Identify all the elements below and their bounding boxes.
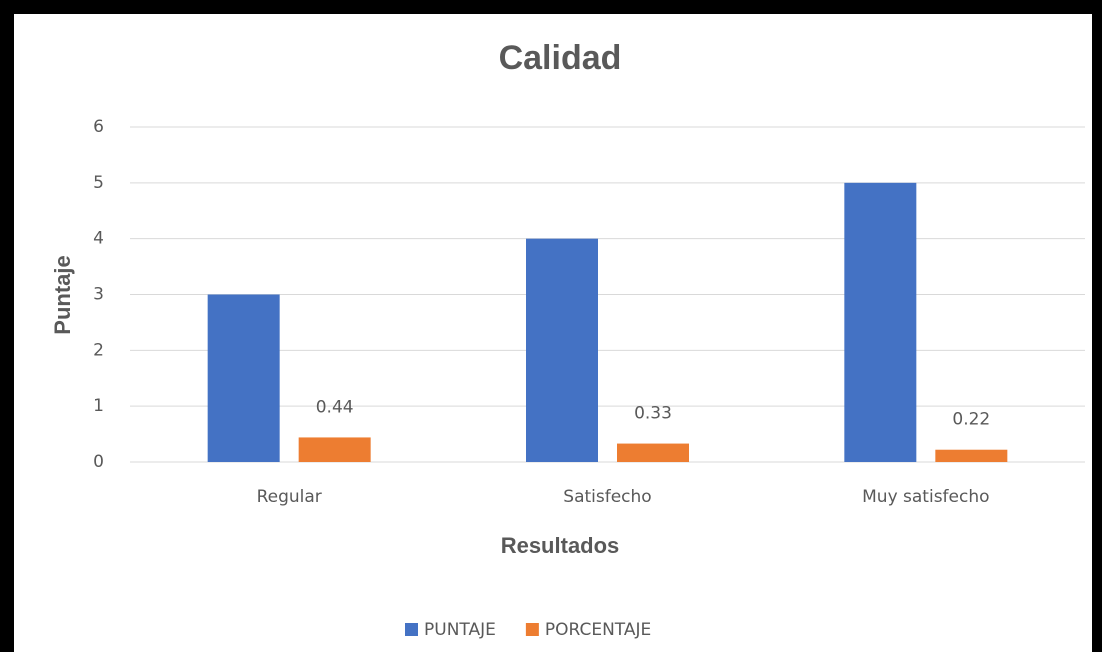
- bar: [617, 443, 689, 462]
- data-label: 0.22: [952, 410, 990, 430]
- y-tick-label: 5: [93, 173, 104, 193]
- y-tick-label: 0: [93, 452, 104, 472]
- x-tick-label: Satisfecho: [563, 487, 651, 507]
- legend-swatch: [525, 623, 539, 636]
- bar: [298, 437, 371, 462]
- x-tick-label: Regular: [257, 487, 322, 507]
- x-axis-title: Resultados: [501, 533, 620, 558]
- bar: [207, 294, 280, 462]
- y-tick-label: 1: [93, 396, 104, 416]
- legend-label: PORCENTAJE: [545, 620, 651, 640]
- bar: [844, 182, 917, 463]
- bar: [935, 449, 1008, 462]
- data-label: 0.44: [316, 397, 354, 417]
- x-tick-label: Muy satisfecho: [862, 487, 989, 507]
- y-tick-label: 3: [93, 285, 104, 305]
- y-tick-label: 6: [93, 117, 104, 137]
- legend-swatch: [405, 623, 418, 636]
- bar: [526, 238, 598, 462]
- chart-title: Calidad: [499, 39, 622, 77]
- y-axis-title: Puntaje: [50, 255, 75, 334]
- data-label: 0.33: [634, 404, 672, 424]
- legend-label: PUNTAJE: [424, 620, 496, 640]
- y-tick-label: 2: [93, 340, 104, 360]
- y-tick-label: 4: [93, 229, 104, 249]
